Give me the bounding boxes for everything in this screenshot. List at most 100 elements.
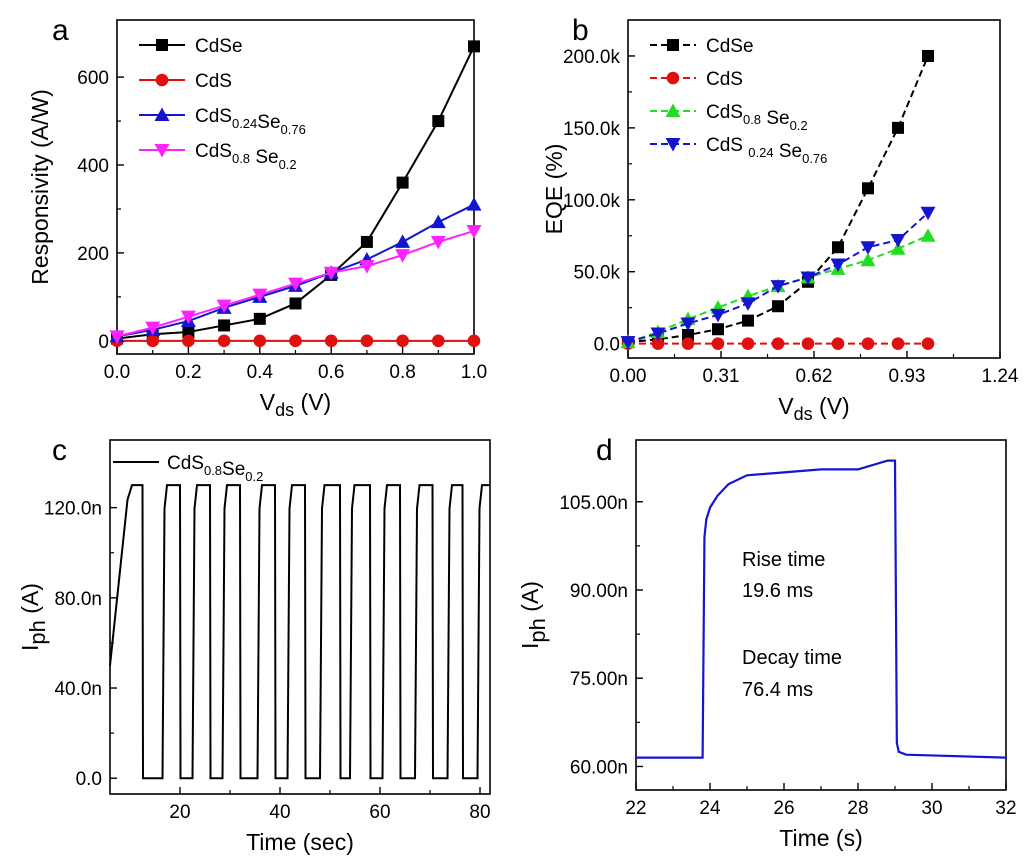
- x-axis-title-main: Time (s): [779, 825, 862, 851]
- y-tick-label: 90.00n: [570, 581, 628, 602]
- panel-letter-c: c: [52, 434, 67, 467]
- x-tick-label: 0.8: [389, 362, 415, 383]
- data-point: [920, 228, 936, 242]
- y-axis-title: EQE (%): [541, 144, 567, 235]
- legend-marker: [666, 71, 680, 85]
- legend-label-part: CdSe: [706, 36, 754, 57]
- data-point: [801, 337, 815, 350]
- legend-label-sub: 0.8: [232, 151, 250, 166]
- data-point: [620, 336, 636, 350]
- y-axis-title: Iph (A): [517, 581, 550, 649]
- data-point: [861, 337, 875, 350]
- x-tick-label: 28: [847, 798, 868, 819]
- rise-time-value: 19.6 ms: [742, 580, 813, 602]
- data-point: [466, 224, 482, 239]
- data-point: [396, 176, 409, 189]
- data-point: [741, 337, 755, 350]
- data-point: [831, 337, 845, 350]
- legend-label-sub: 0.8: [743, 112, 761, 127]
- data-point: [800, 271, 816, 285]
- data-point: [289, 334, 302, 348]
- data-point: [650, 327, 666, 342]
- series-line: [109, 484, 490, 780]
- decay-time-value: 76.4 ms: [742, 679, 813, 701]
- x-tick-label: 0.62: [796, 366, 833, 387]
- legend-label-part: Se: [761, 108, 790, 129]
- x-tick-label: 30: [921, 798, 942, 819]
- legend-label-part: Se: [222, 459, 245, 480]
- data-point: [180, 310, 196, 325]
- data-point: [359, 260, 375, 274]
- legend-label-part: CdS: [195, 141, 232, 162]
- series-line: [636, 459, 1007, 759]
- legend-label-sub: 0.2: [245, 469, 263, 484]
- x-tick-label: 0.0: [104, 362, 130, 383]
- data-point: [146, 334, 159, 348]
- data-point: [182, 334, 195, 348]
- x-tick-label: 0.31: [703, 366, 740, 387]
- data-point: [395, 234, 411, 248]
- data-point: [920, 206, 936, 221]
- data-point: [680, 317, 696, 331]
- data-point: [862, 182, 874, 195]
- y-axis-title-main: I: [517, 643, 543, 649]
- y-axis-title-main: EQE (%): [541, 144, 567, 235]
- y-tick-label: 400: [77, 156, 109, 177]
- y-tick-label: 0.0: [76, 769, 102, 790]
- plot-frame: [635, 439, 1007, 791]
- data-point: [430, 235, 446, 250]
- x-tick-label: 26: [773, 798, 794, 819]
- x-axis-title: Vds (V): [778, 393, 849, 424]
- data-point: [145, 321, 161, 336]
- x-tick-label: 22: [625, 798, 646, 819]
- chart-c: 20 40 60 80 0.0 40.0n 80.0n 120.0n Time (sec) Iph…: [17, 439, 491, 855]
- x-axis-title-main: V: [778, 393, 794, 419]
- x-tick-label: 40: [269, 802, 290, 823]
- data-point: [109, 330, 125, 344]
- data-point: [253, 334, 267, 348]
- data-point: [772, 300, 784, 313]
- legend-label: CdS: [706, 69, 743, 90]
- chart-d: 22 24 26 28 30 32 60.00n 75.00n 90.00n 105.00n Tim…: [517, 439, 1017, 851]
- panel-letter-a: a: [52, 14, 69, 47]
- y-axis-title-main: Responsivity (A/W): [27, 89, 53, 285]
- data-point: [217, 334, 231, 348]
- legend-label-sub: 0.8: [204, 463, 222, 478]
- y-tick-label: 0: [98, 332, 109, 353]
- legend-marker: [156, 39, 168, 51]
- legend-label-sub: 0.24: [232, 116, 257, 131]
- x-tick-label: 24: [699, 798, 721, 819]
- x-axis-title: Time (sec): [246, 829, 354, 855]
- chart-a: 0.0 0.2 0.4 0.6 0.8 1.0 0 200 400 600 Vds (V) Respo…: [27, 19, 487, 420]
- legend-label-part: Se: [250, 147, 279, 168]
- x-tick-label: 0.6: [318, 362, 344, 383]
- data-point: [324, 334, 338, 348]
- legend-label: CdSe: [195, 36, 243, 57]
- data-point: [252, 288, 268, 303]
- y-tick-label: 100.0k: [563, 191, 621, 212]
- x-axis-title-sub: ds: [794, 404, 813, 424]
- data-point: [323, 266, 339, 281]
- data-point: [216, 299, 232, 314]
- data-point: [742, 314, 754, 327]
- legend-marker: [667, 39, 679, 51]
- data-point: [860, 241, 876, 255]
- x-tick-label: 0.2: [175, 362, 201, 383]
- legend-marker: [154, 144, 170, 158]
- x-tick-label: 1.0: [461, 362, 487, 383]
- x-axis-title-main: Time (sec): [246, 829, 354, 855]
- series-line: [627, 55, 929, 344]
- data-point: [360, 235, 373, 248]
- data-point: [466, 197, 482, 211]
- y-tick-label: 200.0k: [563, 47, 621, 68]
- plot-frame: [627, 19, 1001, 359]
- data-point: [890, 241, 906, 255]
- x-axis-title: Vds (V): [260, 389, 331, 420]
- legend-label-sub: 0.2: [790, 118, 808, 133]
- data-point: [712, 323, 724, 336]
- x-tick-label: 1.24: [982, 366, 1019, 387]
- series-line: [627, 211, 929, 344]
- legend-label-part: CdS: [195, 71, 232, 92]
- x-tick-label: 20: [169, 802, 190, 823]
